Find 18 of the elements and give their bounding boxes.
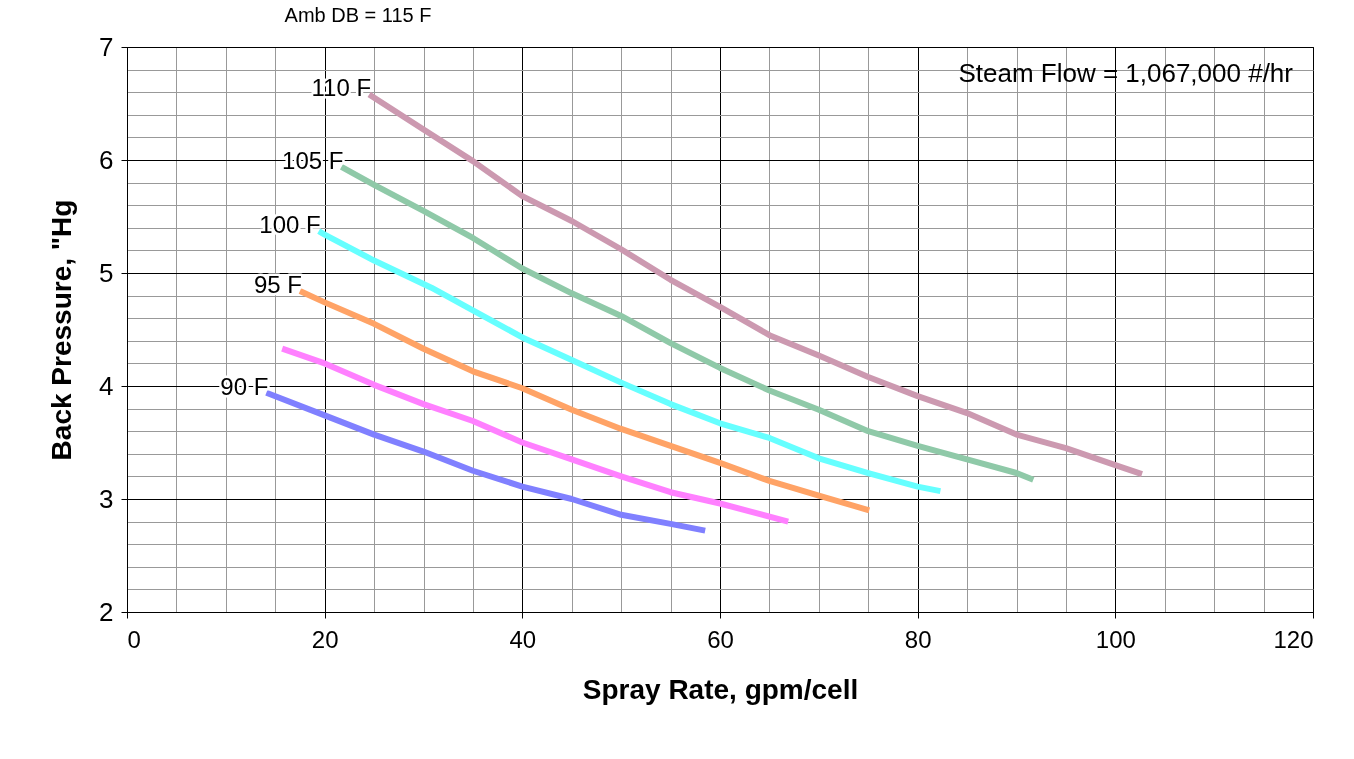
y-tick-label: 4 xyxy=(99,370,114,401)
y-tick-label: 6 xyxy=(99,144,114,175)
series-label: 100 F xyxy=(259,211,321,239)
y-tick-label: 7 xyxy=(99,31,114,62)
x-tick-label: 80 xyxy=(904,625,932,653)
x-tick-label: 60 xyxy=(707,625,734,653)
x-tick-label: 40 xyxy=(509,625,537,653)
chart-title: Amb DB = 115 F xyxy=(284,4,432,26)
x-axis-title: Spray Rate, gpm/cell xyxy=(582,673,859,705)
y-tick-label: 2 xyxy=(99,596,114,627)
y-axis-title: Back Pressure, "Hg xyxy=(46,199,78,461)
series-label: 95 F xyxy=(253,271,302,299)
x-tick-label: 20 xyxy=(311,625,339,653)
x-tick-label: 120 xyxy=(1273,625,1314,653)
y-tick-label: 3 xyxy=(99,483,114,514)
y-tick-label: 5 xyxy=(99,257,114,288)
x-tick-label: 100 xyxy=(1095,625,1136,653)
x-tick-label: 0 xyxy=(127,625,141,653)
